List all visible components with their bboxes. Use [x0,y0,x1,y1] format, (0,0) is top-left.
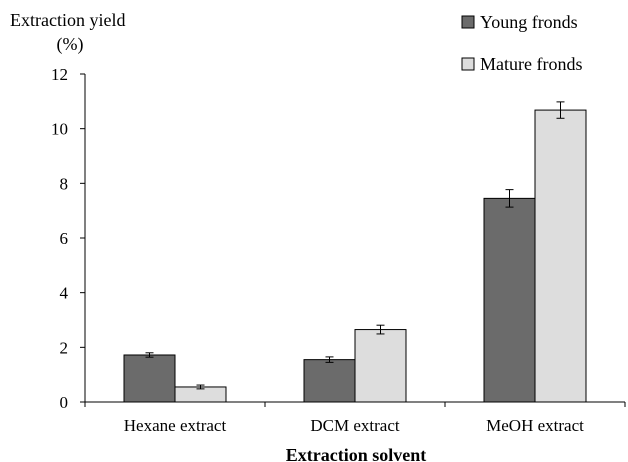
bars [123,101,587,403]
bar [483,197,536,403]
axes: 0 2 4 6 8 10 12 Hexane extract DCM extract MeOH e… [51,65,626,435]
y-tick-label: 6 [60,229,69,248]
bar [123,354,176,403]
x-tick-label: Hexane extract [124,416,227,435]
bar [534,109,587,403]
y-tick-label: 0 [60,393,69,412]
y-tick-label: 2 [60,338,69,357]
legend: Young fronds Mature fronds [461,12,582,74]
y-tick-label: 10 [51,120,68,139]
x-tick-label: MeOH extract [486,416,584,435]
legend-swatch [461,15,475,29]
x-axis-title: Extraction solvent [286,445,426,462]
legend-swatch [461,57,475,71]
legend-label: Mature fronds [480,54,582,74]
x-tick-label: DCM extract [310,416,400,435]
bar [354,329,407,403]
y-axis-title-line2: (%) [57,34,84,55]
y-tick-label: 12 [51,65,68,84]
y-tick-label: 8 [60,174,69,193]
y-tick-label: 4 [60,284,69,303]
bar [303,359,356,403]
y-axis-title-line1: Extraction yield [10,10,125,30]
legend-label: Young fronds [480,12,578,32]
